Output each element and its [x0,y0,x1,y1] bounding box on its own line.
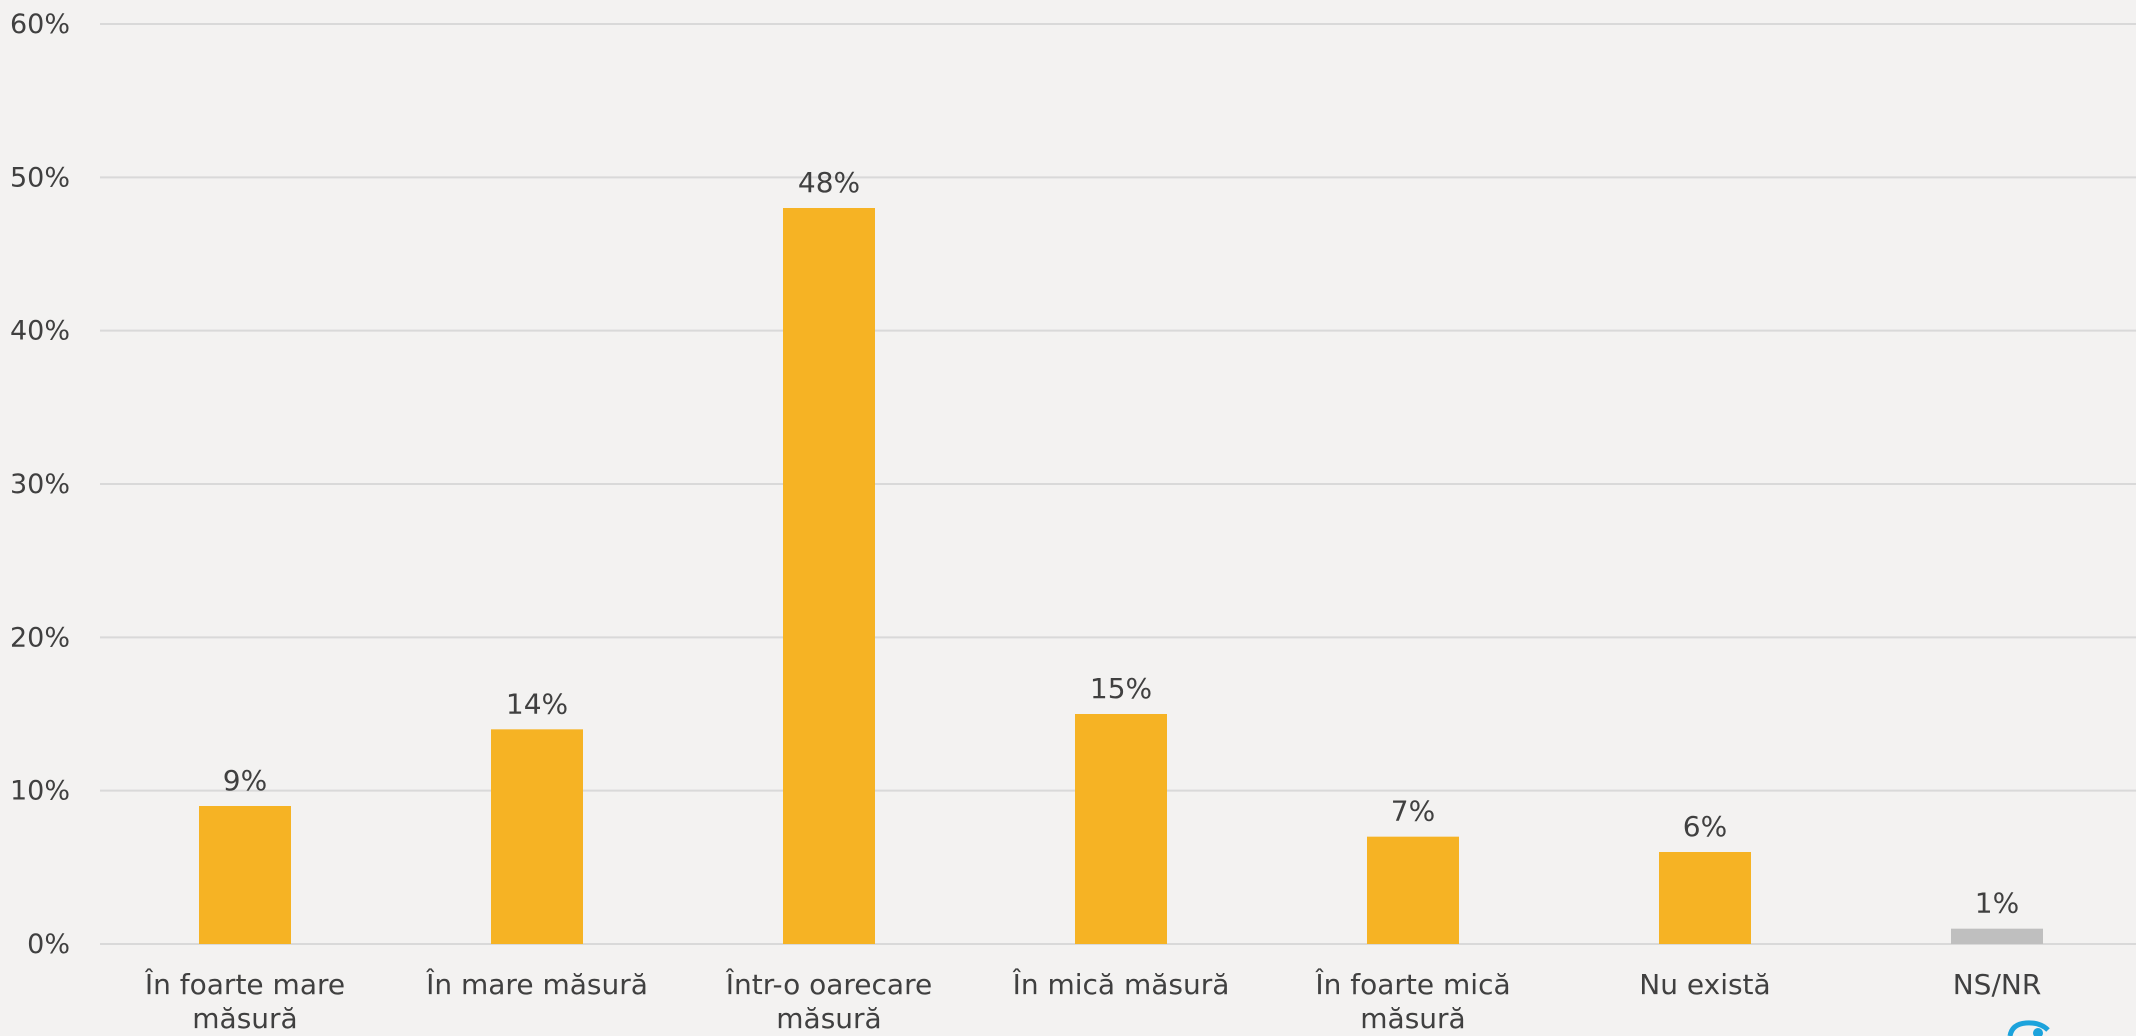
y-tick-label: 20% [10,622,70,653]
data-label: 7% [1391,795,1435,828]
data-label: 48% [798,166,860,199]
bar [1367,836,1459,944]
bar [1951,928,2043,944]
data-label: 9% [223,764,267,797]
category-label: În foarte mică măsură [1314,967,1510,1035]
bar [1075,714,1167,944]
bars [199,208,2043,944]
data-label: 6% [1683,810,1727,843]
gridlines [100,23,2136,945]
x-axis-category-labels: În foarte mare măsură În mare măsură Într-o… [144,967,2041,1035]
category-label: În mare măsură [425,967,648,1001]
data-label: 14% [506,687,568,720]
bar [199,806,291,944]
y-tick-label: 30% [10,469,70,500]
bar [491,729,583,944]
y-tick-label: 40% [10,316,70,347]
category-label: Nu există [1639,968,1770,1001]
bar [1659,852,1751,944]
y-tick-label: 60% [10,9,70,40]
y-tick-label: 50% [10,162,70,193]
category-label: NS/NR [1953,968,2042,1001]
brand-logo-icon [2007,1020,2050,1036]
y-tick-label: 0% [27,929,70,960]
category-label: În foarte mare măsură [144,967,345,1035]
category-label: În mică măsură [1012,967,1230,1001]
y-tick-label: 10% [10,776,70,807]
data-labels: 9% 14% 48% 15% 7% 6% 1% [223,166,2019,920]
data-label: 1% [1975,887,2019,920]
category-label: Într-o oarecare măsură [725,967,932,1035]
bar [783,208,875,944]
y-axis-tick-labels: 0% 10% 20% 30% 40% 50% 60% [10,9,70,960]
data-label: 15% [1090,672,1152,705]
